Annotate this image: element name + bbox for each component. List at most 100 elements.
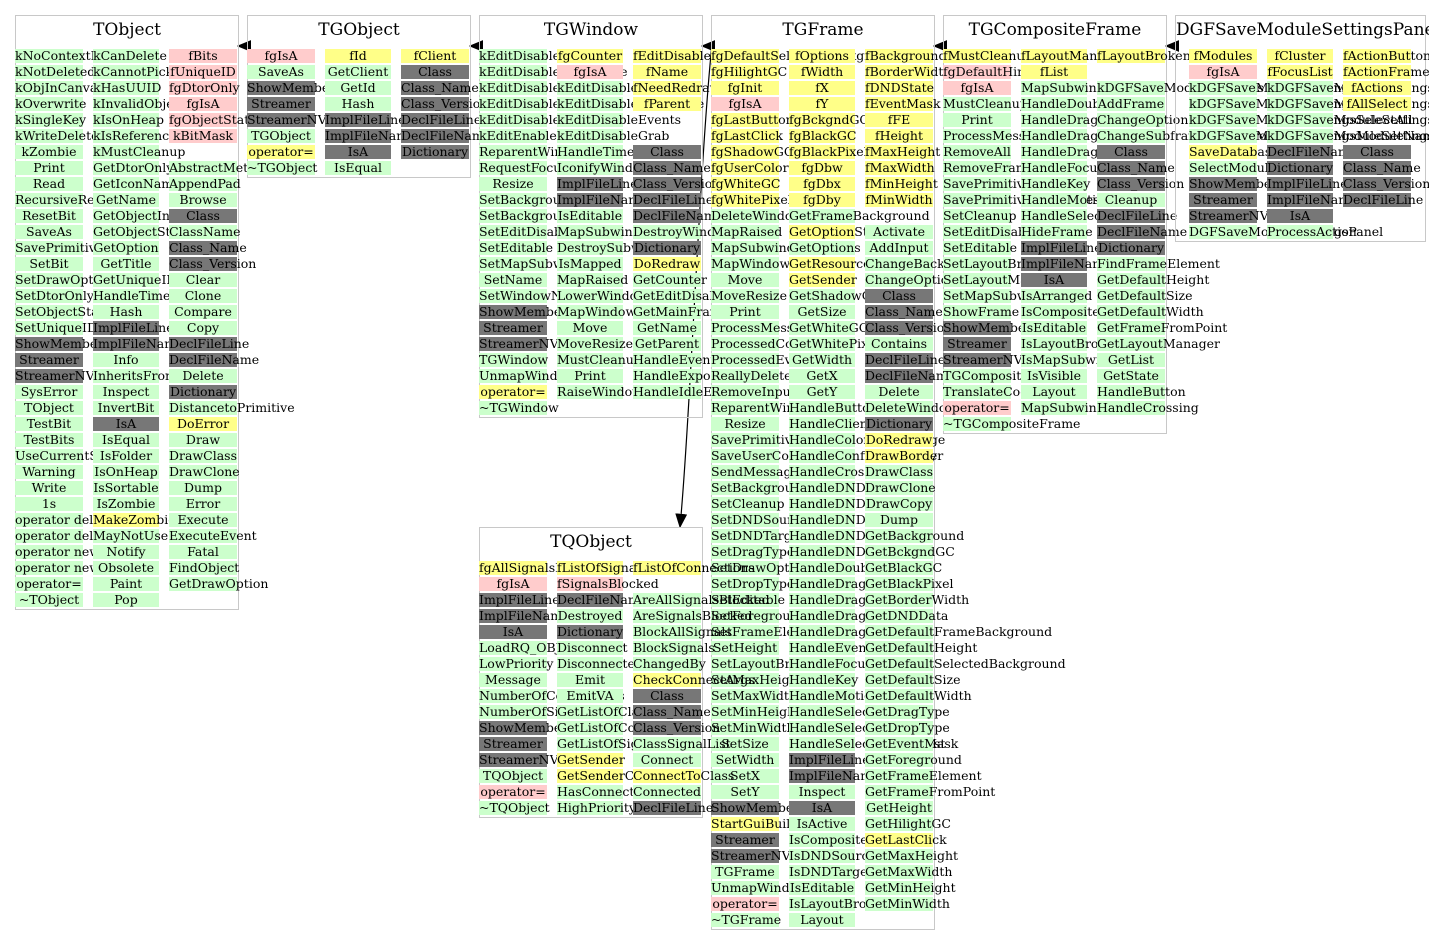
class-member: fNeedRedraw	[633, 80, 721, 95]
class-member: SetSize	[711, 737, 779, 751]
class-member: GetCounter	[633, 272, 707, 287]
class-title: TObject	[93, 20, 161, 40]
class-member: GetClient	[325, 65, 391, 79]
class-box-TGCompositeFrame: TGCompositeFrame	[943, 15, 1167, 434]
class-member: fMaxHeight	[865, 144, 941, 159]
class-member: Copy	[169, 321, 237, 335]
class-member: Streamer	[943, 337, 1011, 351]
class-member: GetBackground	[865, 528, 965, 543]
class-member: HandleDragDrop	[789, 576, 898, 591]
class-member: ImplFileLine	[93, 320, 174, 335]
class-member: GetFrameFromPoint	[865, 784, 996, 799]
class-member: 1s	[15, 497, 83, 511]
class-member: IsEditable	[789, 880, 855, 895]
class-member: GetResourcePool	[789, 256, 898, 271]
class-member: DeclFileName	[1267, 144, 1358, 159]
class-member: operator new	[15, 544, 100, 559]
class-member: fSignalsBlocked	[557, 576, 659, 591]
class-member: GetDNDData	[865, 608, 949, 623]
class-member: DoRedraw	[633, 256, 701, 271]
class-member: Class	[865, 289, 933, 303]
class-member: operator delete[]	[15, 528, 123, 543]
class-member: ShowMembers	[1189, 176, 1284, 191]
class-member: ImplFileLine	[557, 176, 638, 191]
class-member: ReparentWindow	[711, 400, 821, 415]
class-member: MayNotUse	[93, 528, 169, 543]
class-member: GetY	[789, 385, 855, 399]
class-member: IsDNDSource	[789, 848, 876, 863]
class-member: Class_Version	[865, 320, 953, 335]
class-member: GetFrameFromPoint	[1097, 320, 1228, 335]
class-member: LowPriority	[479, 656, 554, 671]
class-member: GetSender	[789, 272, 857, 287]
class-member: GetDefaultSelectedBackground	[865, 656, 1066, 671]
class-member: DeclFileLine	[633, 800, 714, 815]
class-member: AreSignalsBlocked	[633, 608, 753, 623]
class-member: GetMinHeight	[865, 880, 956, 895]
class-member: DrawClone	[865, 480, 936, 495]
class-member: IsLayoutBroken	[789, 896, 890, 911]
class-member: MapSubwindows	[1021, 400, 1130, 415]
class-member: ~TGObject	[247, 160, 318, 175]
class-member: AddFrame	[1097, 96, 1165, 111]
class-member: HandleDoubleClick	[789, 560, 912, 575]
class-member: HandleButton	[789, 400, 878, 415]
class-member: SavePrimitiveSubframes	[943, 193, 1100, 207]
class-member: HandleMotion	[1021, 192, 1112, 207]
class-member: operator=	[479, 784, 547, 799]
class-member: fMustCleanup	[943, 48, 1033, 63]
class-member: GetSender	[557, 752, 625, 767]
class-member: kDGFSaveModuleSettingsModuleKeys	[1267, 128, 1429, 143]
class-member: fgIsA	[1189, 65, 1257, 79]
class-member: HandleDragEnter	[789, 592, 902, 607]
class-member: kZombie	[15, 145, 83, 159]
class-member: HandleTimer	[93, 288, 177, 303]
class-member: Class_Name	[1097, 160, 1175, 175]
class-member: DrawClone	[169, 464, 240, 479]
class-member: Class_Version	[633, 176, 721, 191]
class-member: StreamerNVirtual	[479, 336, 593, 351]
class-member: GetList	[1097, 353, 1165, 367]
class-member: fgBlackPixel	[789, 144, 868, 159]
class-member: DeclFileName	[169, 352, 260, 367]
class-member: fgIsA	[169, 97, 237, 111]
class-member: kEditDisable	[557, 80, 639, 95]
class-member: DrawClass	[169, 448, 237, 463]
class-member: fEditDisabled	[633, 48, 720, 63]
class-member: Clear	[169, 273, 237, 287]
class-member: GetDrawOption	[169, 576, 269, 591]
class-member: kEditDisableKeyEnable	[479, 64, 628, 79]
class-member: ShowMembers	[479, 720, 574, 735]
class-member: GetState	[1097, 369, 1165, 383]
class-member: MapSubwindows	[557, 224, 666, 239]
class-member: IsZombie	[93, 497, 159, 511]
class-member: ProcessedEvent	[711, 352, 813, 367]
class-member: GetListOfClassSignals	[557, 704, 699, 719]
class-member: DeclFileName	[865, 368, 956, 383]
class-member: SetX	[711, 769, 779, 783]
class-member: GetHilightGC	[865, 816, 951, 831]
class-member: BlockAllSignals	[633, 624, 732, 639]
class-member: DGFSaveModuleSettingsPanel	[1189, 225, 1383, 239]
class-member: ExecuteEvent	[169, 528, 257, 543]
class-member: SavePrimitive	[943, 176, 1032, 191]
class-member: kDGFSaveModuleSettingsSelectAll	[1189, 113, 1412, 127]
class-member: AddInput	[865, 241, 933, 255]
class-member: DeclFileLine	[1097, 208, 1178, 223]
class-member: IsA	[325, 145, 391, 159]
class-member: GetUniqueID	[93, 272, 177, 287]
class-member: SetLayoutBroken	[943, 256, 1054, 271]
class-member: fLayoutManager	[1021, 48, 1127, 63]
class-member: Dictionary	[1267, 160, 1334, 175]
class-member: HandleDragDrop	[1021, 112, 1130, 127]
class-member: ~TGWindow	[479, 400, 559, 415]
class-member: fBits	[169, 49, 237, 63]
class-member: IsA	[1021, 273, 1087, 287]
class-member: HandleIdleEvent	[633, 384, 740, 399]
class-member: AbstractMethod	[169, 160, 272, 175]
class-member: GetBlackPixel	[865, 576, 954, 591]
class-member: StreamerNVirtual	[247, 112, 361, 127]
class-member: DeclFileLine	[865, 352, 946, 367]
class-member: ProcessAction	[1267, 224, 1357, 239]
class-member: IsComposite	[1021, 304, 1100, 319]
